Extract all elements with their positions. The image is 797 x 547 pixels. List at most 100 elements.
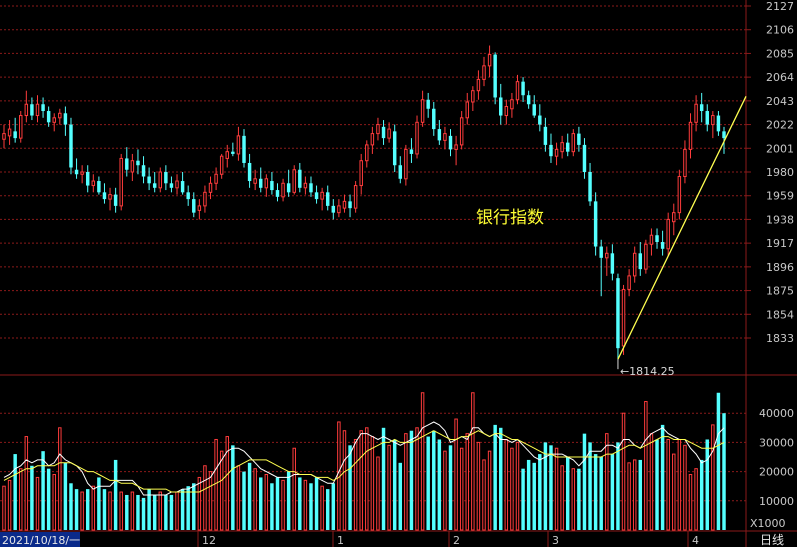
candle-body <box>599 246 603 258</box>
volume-bar <box>493 424 497 530</box>
volume-bar <box>342 430 347 531</box>
volume-bar <box>621 412 626 531</box>
candle-body <box>337 205 341 214</box>
volume-bar <box>577 468 581 530</box>
candle-body <box>259 178 263 188</box>
volume-bar <box>515 441 520 531</box>
volume-bar <box>164 494 168 530</box>
date-axis: 12 1 2 3 4 <box>197 531 699 547</box>
candle-body <box>577 133 581 145</box>
volume-bar <box>387 444 391 531</box>
candle-body <box>538 115 542 125</box>
candle-body <box>331 205 336 213</box>
price-tick-label: 1875 <box>766 285 794 298</box>
volume-bar <box>716 392 721 530</box>
volume-bar <box>521 468 525 530</box>
volume-bar <box>80 491 84 531</box>
price-axis: 1833 1854 1875 1896 1917 1938 1959 1980 2001 2022… <box>746 0 794 345</box>
volume-bar <box>180 489 185 530</box>
volume-tick-label: 40000 <box>759 407 794 420</box>
volume-bar <box>175 491 179 531</box>
candle-body <box>136 160 140 166</box>
volume-unit-label: X1000 <box>750 517 786 530</box>
candle-body <box>80 171 84 175</box>
price-tick-label: 1980 <box>766 166 794 179</box>
start-date-box <box>0 532 80 547</box>
volume-bar <box>41 451 45 530</box>
candle-body <box>203 191 207 207</box>
candle-body <box>30 104 34 116</box>
volume-bar <box>320 485 324 531</box>
volume-bar <box>504 438 509 531</box>
volume-bar <box>694 468 698 531</box>
candle-body <box>459 117 464 146</box>
candle-body <box>722 131 726 139</box>
volume-bar <box>152 494 157 530</box>
candle-body <box>348 201 352 209</box>
candle-body <box>487 54 492 67</box>
volume-bar <box>236 465 241 531</box>
candle-body <box>510 99 514 110</box>
price-tick-label: 1833 <box>766 332 794 345</box>
volume-bar <box>147 489 151 530</box>
candle-body <box>420 99 425 123</box>
candle-body <box>314 192 319 200</box>
candle-body <box>571 133 576 153</box>
candle-body <box>46 111 51 123</box>
candle-body <box>593 201 598 247</box>
candle-body <box>52 117 56 123</box>
volume-bar <box>448 445 453 530</box>
price-tick-label: 1959 <box>766 190 794 203</box>
volume-bar <box>125 494 129 530</box>
candle-body <box>113 194 118 206</box>
candle-body <box>404 148 408 180</box>
candle-body <box>214 173 218 184</box>
volume-bar <box>565 457 570 530</box>
volume-bar <box>588 442 592 530</box>
volume-bar <box>219 450 224 531</box>
price-tick-label: 2106 <box>766 24 794 37</box>
price-tick-label: 1917 <box>766 237 794 250</box>
volume-bar <box>19 468 23 531</box>
date-tick-label: 12 <box>202 534 216 547</box>
volume-bar <box>281 479 285 531</box>
period-label[interactable]: 日线 <box>760 533 784 547</box>
volume-bar <box>582 433 587 530</box>
candle-body <box>13 131 17 139</box>
candle-body <box>454 144 458 150</box>
volume-bar <box>437 439 442 530</box>
volume-bar <box>454 418 458 531</box>
candle-body <box>672 212 676 223</box>
volume-bar <box>593 454 598 530</box>
candle-body <box>515 81 520 101</box>
volume-bar <box>247 462 252 530</box>
candle-body <box>621 288 626 347</box>
price-tick-label: 1854 <box>766 308 794 321</box>
volume-bar <box>231 445 235 530</box>
candle-body <box>242 135 246 163</box>
volume-bar <box>487 450 492 531</box>
volume-bar <box>52 474 56 531</box>
volume-bar <box>314 477 319 530</box>
trend-line <box>617 96 747 360</box>
volume-bar <box>259 477 263 530</box>
volume-bar <box>616 442 620 530</box>
volume-bar <box>605 433 609 531</box>
candle-body <box>365 144 369 162</box>
volume-bar <box>242 471 246 530</box>
volume-ma5-line <box>3 421 725 496</box>
candle-body <box>526 95 531 105</box>
volume-bar <box>510 447 514 531</box>
candle-body <box>616 278 620 349</box>
volume-bar <box>58 427 62 531</box>
candle-body <box>409 149 414 154</box>
candle-body <box>58 112 62 119</box>
candle-body <box>164 172 168 184</box>
candle-body <box>180 181 185 193</box>
volume-bar <box>376 456 380 531</box>
candle-body <box>655 235 659 243</box>
volume-bar <box>465 433 469 531</box>
candle-body <box>521 81 525 96</box>
volume-bar <box>108 491 112 531</box>
candle-body <box>192 199 196 213</box>
